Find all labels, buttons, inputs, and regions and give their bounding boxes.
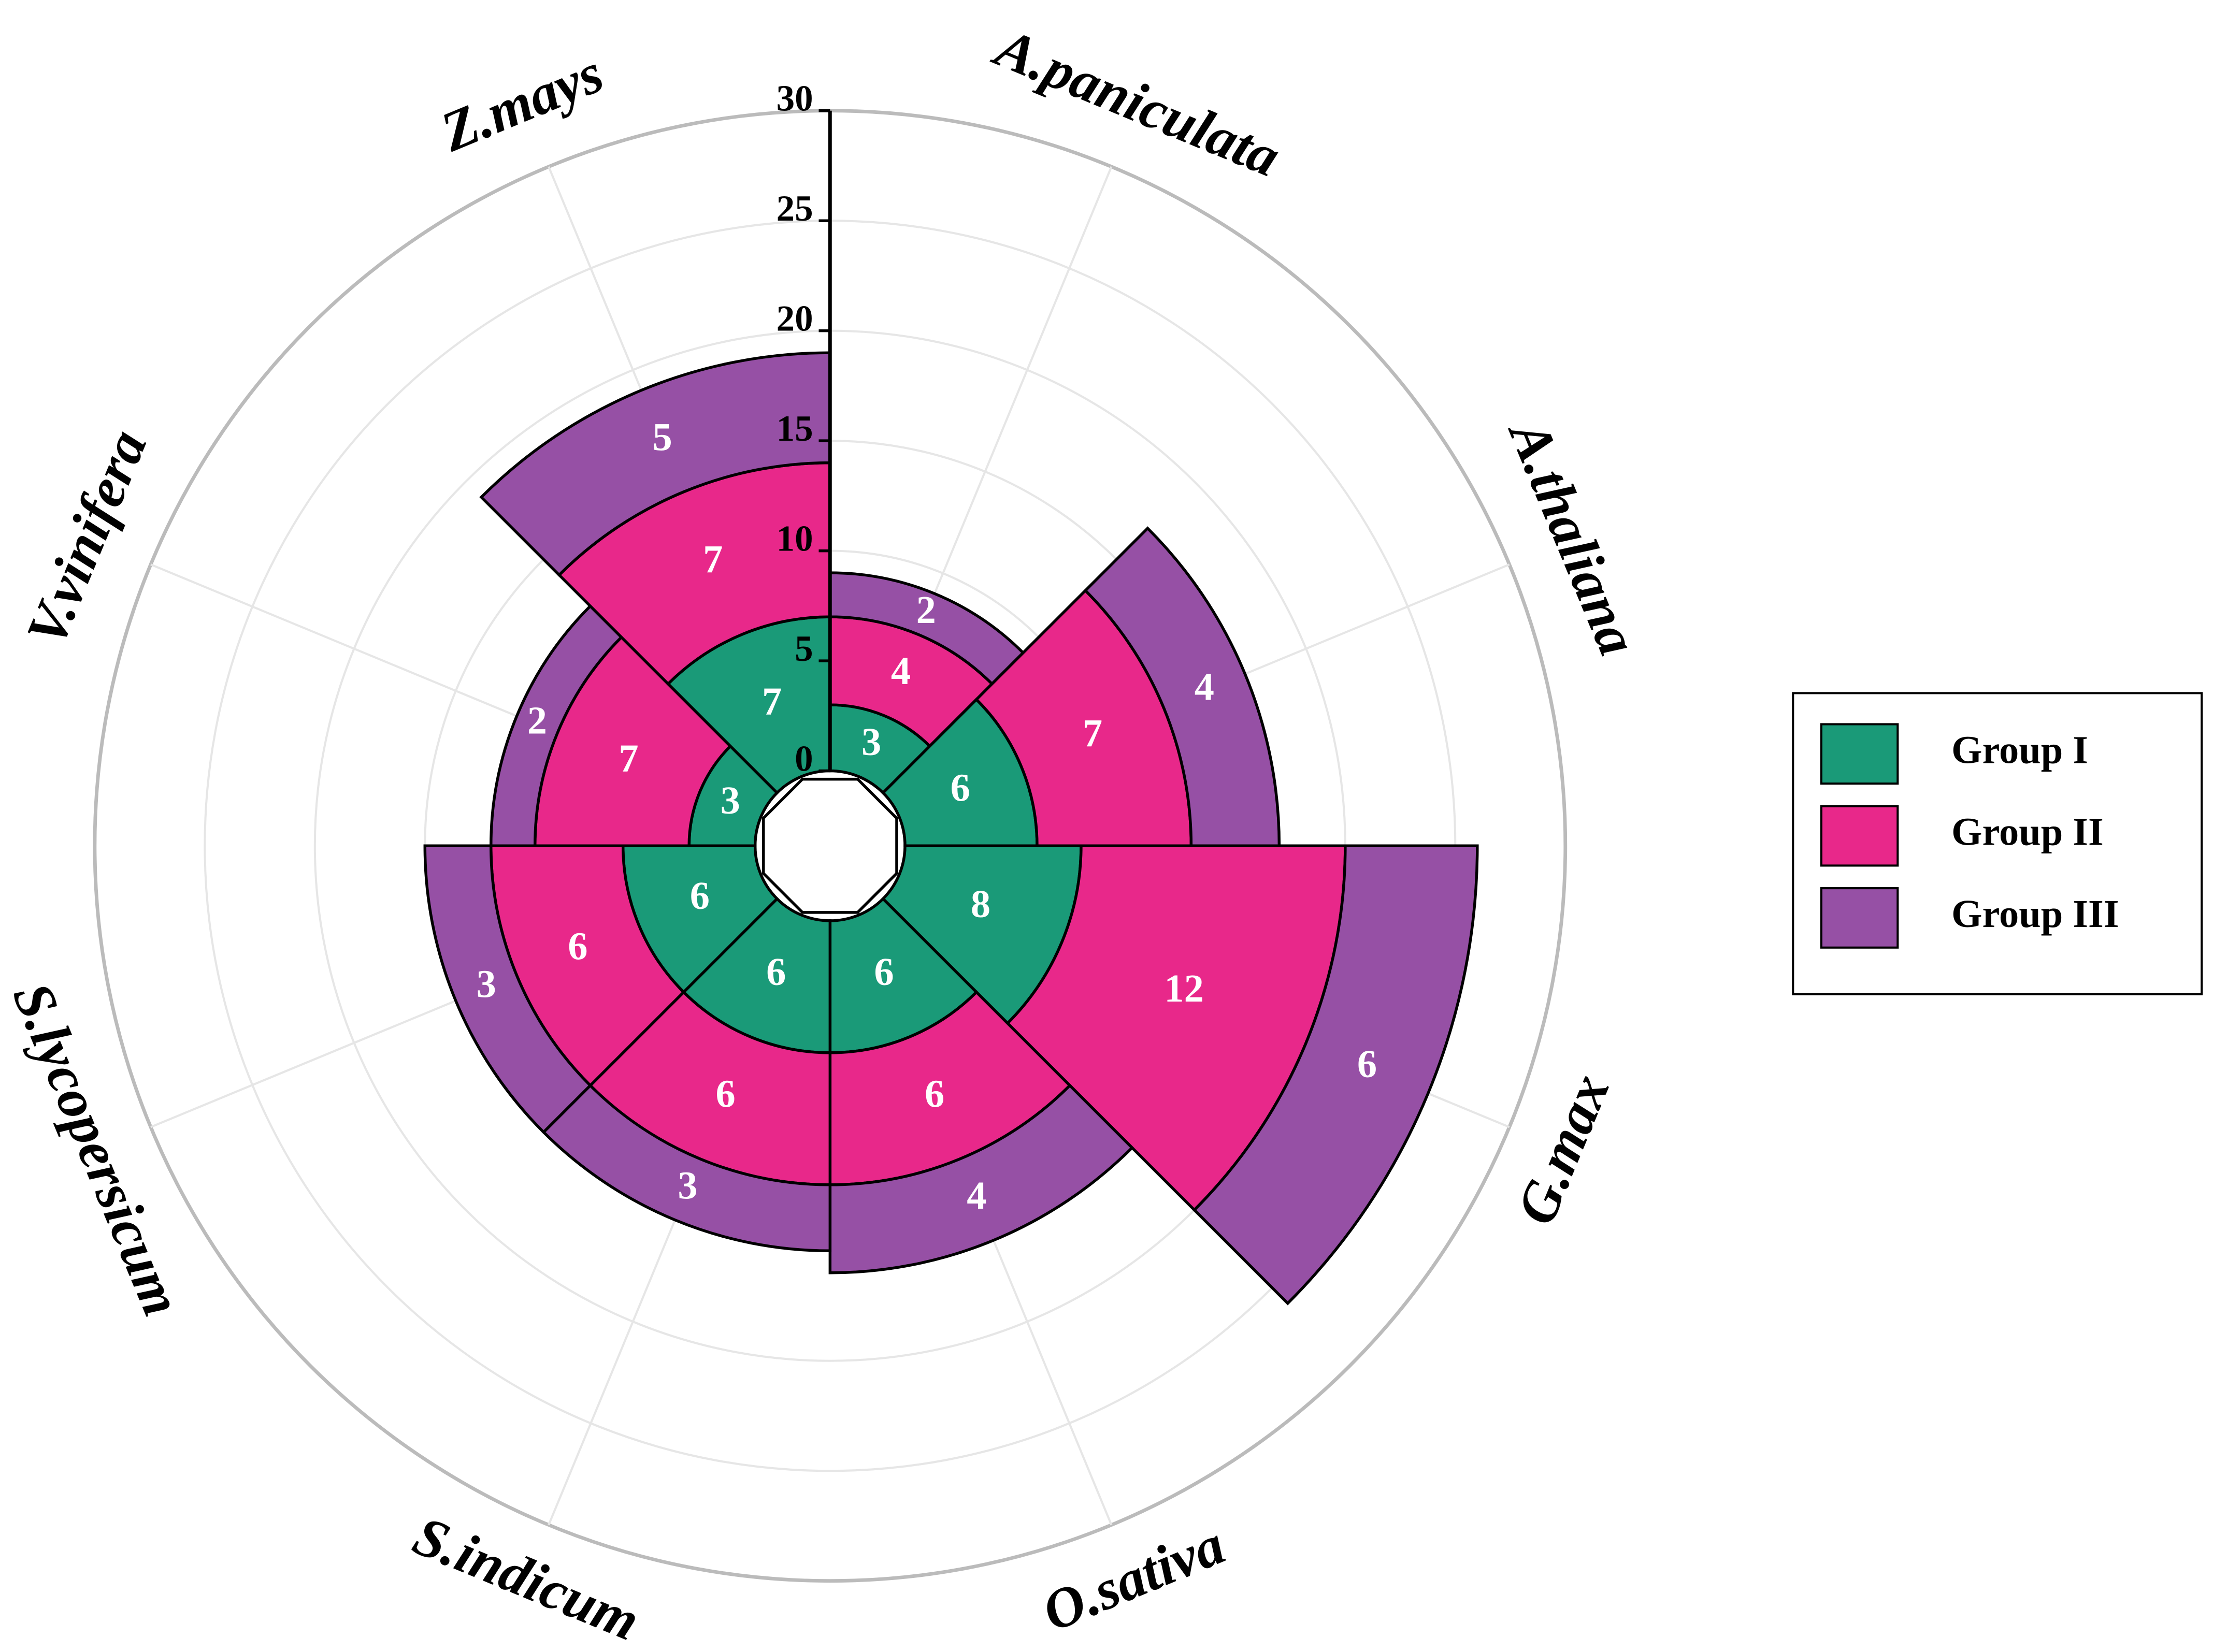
category-label: S.lycopersicum <box>1 974 194 1325</box>
category-label: Z.mays <box>432 41 612 164</box>
data-label: 3 <box>721 778 740 822</box>
category-label: A.thaliana <box>1496 409 1649 664</box>
data-label: 5 <box>653 415 672 459</box>
legend-swatch <box>1820 805 1899 867</box>
y-tick-label: 5 <box>795 629 813 669</box>
data-label: 2 <box>527 699 547 743</box>
bar-segment <box>828 1083 1134 1274</box>
data-label: 6 <box>690 874 710 918</box>
data-label: 3 <box>861 720 881 764</box>
category-label: O.sativa <box>1034 1513 1233 1643</box>
bar-segment <box>1192 844 1479 1306</box>
y-tick-label: 20 <box>777 299 813 339</box>
bar-segment <box>1083 526 1281 847</box>
data-label: 12 <box>1164 966 1203 1010</box>
data-label: 7 <box>619 736 638 780</box>
data-label: 4 <box>891 649 911 693</box>
y-tick-label: 0 <box>795 738 813 779</box>
legend-swatch <box>1820 723 1899 785</box>
data-label: 6 <box>874 950 894 994</box>
category-label: A.paniculata <box>985 15 1289 189</box>
y-tick-label: 10 <box>777 519 813 559</box>
data-label: 6 <box>951 766 970 810</box>
y-tick-label: 25 <box>777 189 813 229</box>
data-label: 7 <box>1083 711 1102 755</box>
y-tick-label: 15 <box>777 409 813 449</box>
legend-label: Group I <box>1951 728 2088 772</box>
data-label: 2 <box>916 588 936 632</box>
data-label: 4 <box>1195 664 1214 708</box>
data-label: 3 <box>678 1163 697 1207</box>
legend-label: Group II <box>1951 810 2104 854</box>
data-label: 4 <box>967 1173 986 1218</box>
data-label: 3 <box>477 962 496 1006</box>
data-label: 6 <box>925 1072 944 1116</box>
legend-swatch <box>1820 887 1899 949</box>
category-label: V.vinifera <box>14 421 159 655</box>
data-label: 6 <box>1357 1042 1377 1086</box>
data-label: 6 <box>568 924 587 968</box>
data-label: 6 <box>716 1072 736 1116</box>
data-label: 8 <box>971 882 990 926</box>
legend-label: Group III <box>1951 892 2119 936</box>
bar-segment <box>423 844 593 1135</box>
center-hole <box>761 777 898 914</box>
data-label: 7 <box>703 537 723 581</box>
y-tick-label: 30 <box>777 79 813 119</box>
data-label: 7 <box>762 679 782 723</box>
category-label: S.indicum <box>405 1504 649 1652</box>
bar-segment <box>479 351 832 577</box>
data-label: 6 <box>766 950 786 994</box>
